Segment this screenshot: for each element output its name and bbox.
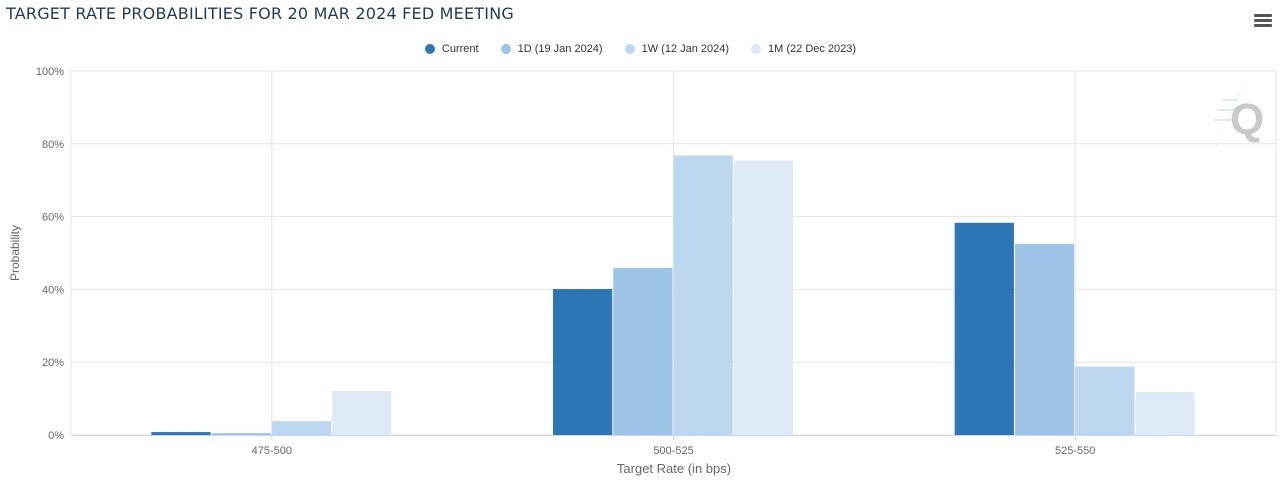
legend-item[interactable]: 1D (19 Jan 2024) <box>500 43 603 55</box>
legend-item[interactable]: Current <box>424 43 479 55</box>
x-axis-ticks: 475-500 500-525 525-550 <box>252 435 1095 457</box>
bars <box>151 155 1195 435</box>
bar[interactable] <box>613 267 673 435</box>
bar[interactable] <box>151 432 211 435</box>
bar[interactable] <box>1135 392 1195 435</box>
y-axis-label: Probability <box>8 225 22 281</box>
x-tick-label: 475-500 <box>252 445 292 457</box>
y-tick-label: 60% <box>42 212 64 224</box>
legend-label: 1M (22 Dec 2023) <box>768 43 857 55</box>
legend-swatch <box>624 44 635 54</box>
bar[interactable] <box>673 155 733 435</box>
bar[interactable] <box>1075 366 1135 435</box>
hamburger-menu-icon[interactable] <box>1254 14 1272 28</box>
x-tick-label: 525-550 <box>1055 445 1095 457</box>
bar[interactable] <box>332 390 392 435</box>
y-tick-label: 100% <box>36 66 64 78</box>
y-axis-ticks: 0% 20% 40% 60% 80% 100% <box>36 66 64 442</box>
y-tick-label: 40% <box>42 284 64 296</box>
legend-label: 1D (19 Jan 2024) <box>517 43 603 55</box>
legend-item[interactable]: 1W (12 Jan 2024) <box>624 43 730 55</box>
y-tick-label: 0% <box>48 430 64 442</box>
y-tick-label: 20% <box>42 357 64 369</box>
bar[interactable] <box>1014 243 1075 435</box>
bar[interactable] <box>733 160 793 435</box>
x-axis-label: Target Rate (in bps) <box>617 461 731 476</box>
legend-swatch <box>424 44 435 54</box>
legend-label: Current <box>441 43 479 55</box>
bar[interactable] <box>211 433 271 435</box>
y-tick-label: 80% <box>42 139 64 151</box>
bar[interactable] <box>954 222 1014 435</box>
legend-swatch <box>751 44 762 54</box>
svg-text:Q: Q <box>1230 95 1264 144</box>
x-tick-label: 500-525 <box>653 445 693 457</box>
bar[interactable] <box>553 289 613 435</box>
legend-label: 1W (12 Jan 2024) <box>641 43 730 55</box>
chart-title: TARGET RATE PROBABILITIES FOR 20 MAR 202… <box>6 4 514 23</box>
legend-swatch <box>500 44 511 54</box>
chart-legend: Current 1D (19 Jan 2024) 1W (12 Jan 2024) 1… <box>0 43 1281 55</box>
legend-item[interactable]: 1M (22 Dec 2023) <box>751 43 856 55</box>
q-logo-watermark-icon: Q <box>1214 81 1264 147</box>
bar[interactable] <box>271 421 332 435</box>
